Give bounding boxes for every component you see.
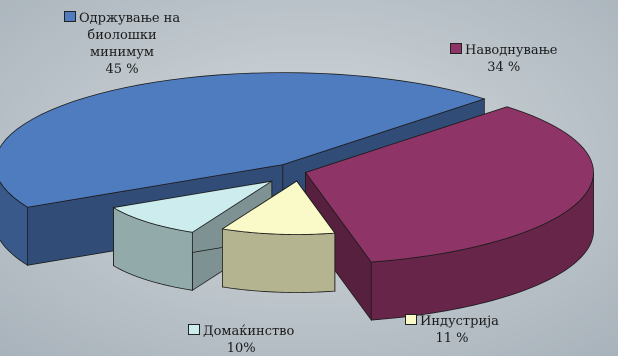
slice-label-3-line-0: Домаќинство	[203, 324, 295, 339]
pie-slice-2	[221, 179, 336, 293]
legend-swatch-3	[188, 324, 200, 335]
pie-slice-0-top	[0, 72, 486, 208]
slice-label-0-line-2: минимум	[90, 45, 155, 60]
slice-label-0-line-1: биолошки	[87, 28, 157, 43]
pie-slices	[0, 72, 594, 322]
slice-value-1: 34 %	[487, 60, 521, 75]
legend-swatch-2	[405, 314, 417, 325]
slice-label-1-line-0: Наводнување	[465, 43, 558, 58]
slice-label-0: Одржување на биолошки минимум 45 %	[64, 10, 180, 78]
slice-label-1: Наводнување 34 %	[450, 42, 558, 76]
pie-slice-1	[304, 106, 594, 322]
legend-swatch-0	[64, 11, 76, 22]
pie-slice-2-outer-wall-0	[221, 228, 336, 293]
slice-label-3: Домаќинство 10%	[188, 323, 294, 356]
slice-label-2: Индустрија 11 %	[405, 313, 499, 347]
pie-slice-3-top	[112, 180, 273, 233]
pie-slice-2-top	[221, 180, 336, 235]
slice-value-0: 45 %	[105, 62, 139, 77]
slice-label-2-line-0: Индустрија	[420, 314, 499, 329]
legend-swatch-1	[450, 43, 462, 54]
slice-label-0-line-0: Одржување на	[79, 11, 181, 26]
slice-value-3: 10%	[226, 341, 256, 356]
pie-slice-1-top	[304, 106, 594, 263]
slice-value-2: 11 %	[435, 331, 469, 346]
